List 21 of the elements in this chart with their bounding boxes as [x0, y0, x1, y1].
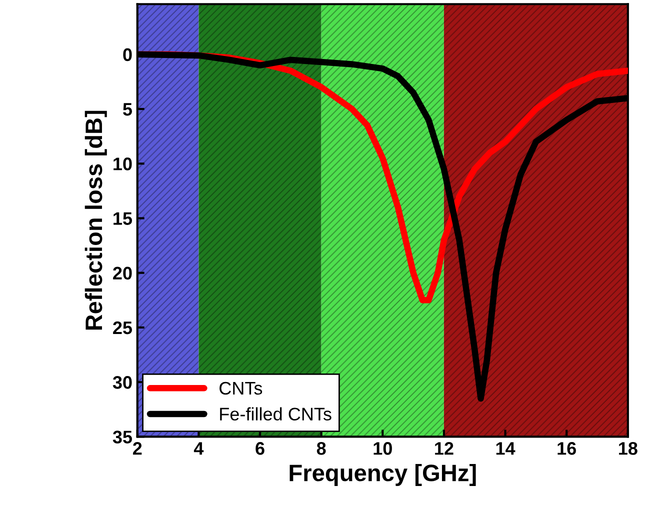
x-axis-title: Frequency [GHz] — [290, 464, 476, 486]
y-tick-label: 0 — [123, 48, 132, 62]
legend-label: CNTs — [220, 382, 262, 395]
y-tick-label: 10 — [114, 158, 132, 170]
x-tick-label: 16 — [558, 442, 576, 455]
legend-label: Fe-filled CNTs — [220, 407, 332, 421]
y-tick-label: 20 — [113, 266, 132, 280]
y-axis-title: Reflection loss [dB] — [84, 110, 107, 330]
x-tick-label: 12 — [435, 442, 454, 455]
x-tick-label: 18 — [619, 442, 638, 455]
x-tick-label: 2 — [132, 442, 142, 455]
y-tick-label: 15 — [114, 212, 132, 225]
y-tick-label: 25 — [113, 321, 132, 334]
y-tick-label: 30 — [112, 376, 132, 389]
x-tick-label: 14 — [496, 442, 516, 455]
y-tick-label: 5 — [123, 103, 132, 116]
x-tick-label: 8 — [316, 442, 326, 455]
x-tick-label: 6 — [256, 442, 264, 455]
x-tick-label: 4 — [194, 442, 204, 455]
x-tick-label: 10 — [374, 442, 392, 455]
y-tick-label: 35 — [112, 430, 132, 444]
